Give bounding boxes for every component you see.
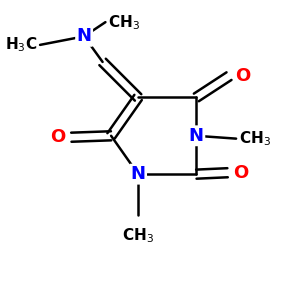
Text: N: N [189,127,204,145]
Text: O: O [50,128,66,146]
Text: CH$_3$: CH$_3$ [239,129,271,148]
Text: H$_3$C: H$_3$C [5,35,37,54]
Text: N: N [76,27,92,45]
Text: O: O [233,164,248,182]
Text: CH$_3$: CH$_3$ [108,13,140,32]
Text: O: O [235,67,250,85]
Text: N: N [130,165,146,183]
Text: CH$_3$: CH$_3$ [122,227,154,245]
